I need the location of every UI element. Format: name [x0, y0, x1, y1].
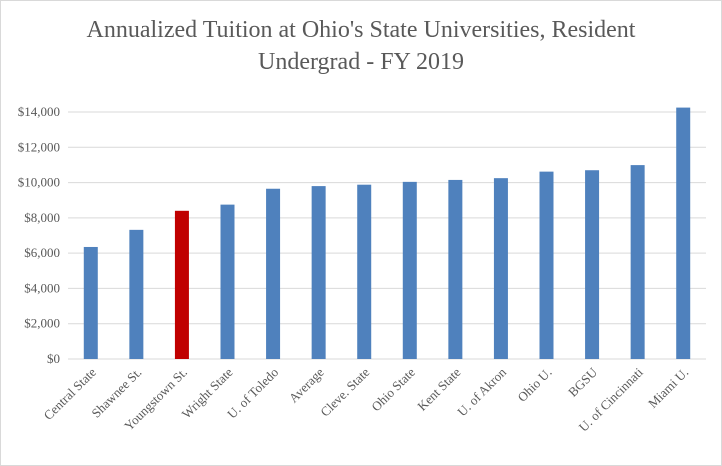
bar [630, 165, 645, 359]
y-tick-label: $12,000 [18, 139, 60, 154]
y-tick-label: $14,000 [18, 104, 60, 119]
y-tick-label: $0 [47, 351, 60, 366]
x-tick-label: Central State [41, 364, 100, 423]
bar [266, 188, 281, 359]
bar [448, 179, 463, 359]
bar [539, 171, 554, 359]
x-tick-label: Miami U. [645, 365, 691, 411]
chart-title-line-2: Undergrad - FY 2019 [258, 49, 464, 75]
x-tick-label: BGSU [565, 364, 601, 400]
bar [357, 184, 372, 359]
y-tick-label: $6,000 [24, 245, 60, 260]
x-tick-label: Ohio State [368, 364, 418, 414]
chart-title-line-1: Annualized Tuition at Ohio's State Unive… [86, 17, 636, 43]
bar [676, 107, 691, 359]
y-tick-label: $10,000 [18, 175, 60, 190]
bar [83, 246, 98, 359]
y-tick-label: $2,000 [24, 316, 60, 331]
bar [220, 204, 235, 359]
bar [402, 181, 417, 359]
bar [585, 170, 600, 359]
bar [311, 186, 326, 359]
bar [129, 229, 144, 359]
x-tick-label: U. of Akron [454, 364, 509, 419]
y-tick-label: $4,000 [24, 280, 60, 295]
x-tick-label: Average [286, 364, 327, 405]
bar [174, 210, 189, 359]
bar [493, 178, 508, 359]
chart-title: Annualized Tuition at Ohio's State Unive… [0, 14, 722, 78]
y-tick-label: $8,000 [24, 210, 60, 225]
x-tick-label: Cleve. State [317, 364, 372, 419]
x-tick-label: Ohio U. [514, 365, 554, 405]
